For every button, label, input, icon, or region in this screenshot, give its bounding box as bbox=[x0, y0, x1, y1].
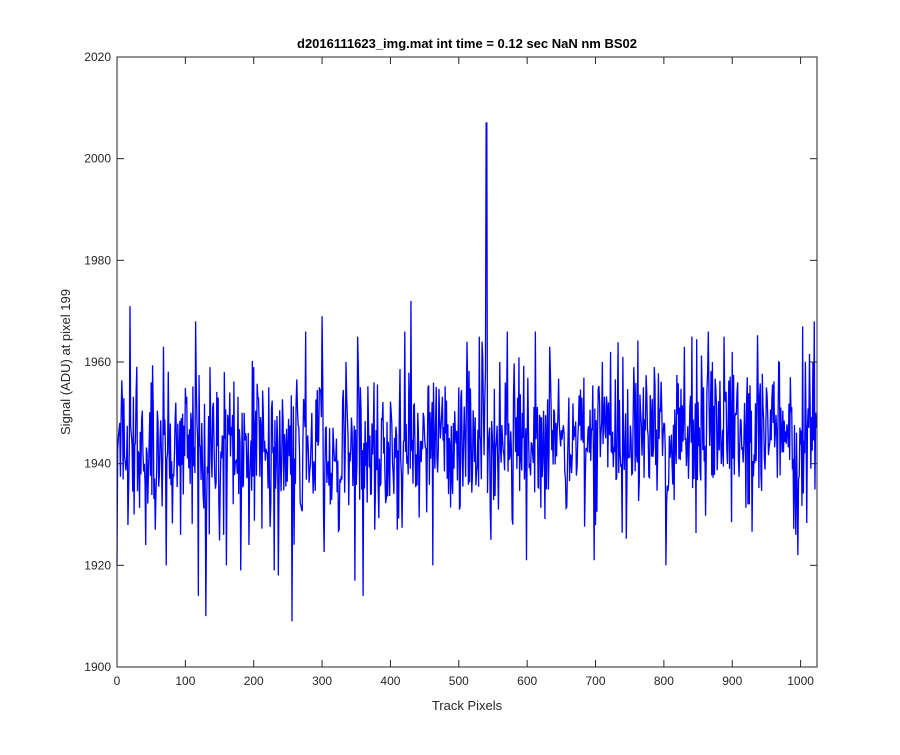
y-tick-label: 1960 bbox=[84, 355, 111, 369]
y-axis-label: Signal (ADU) at pixel 199 bbox=[58, 289, 73, 435]
x-tick-label: 300 bbox=[312, 674, 332, 688]
y-tick-label: 2000 bbox=[84, 152, 111, 166]
y-tick-label: 2020 bbox=[84, 50, 111, 64]
signal-series-line bbox=[116, 122, 817, 622]
x-axis-label: Track Pixels bbox=[432, 698, 503, 713]
x-tick-label: 200 bbox=[244, 674, 264, 688]
x-tick-label: 400 bbox=[380, 674, 400, 688]
x-tick-label: 700 bbox=[586, 674, 606, 688]
tick-layer: 0 100 200 300 400 500 600 700 800 900 1000 1900 1920… bbox=[84, 50, 817, 688]
chart-title: d2016111623_img.mat int time = 0.12 sec … bbox=[297, 36, 637, 51]
y-tick-label: 1980 bbox=[84, 253, 111, 267]
series-layer bbox=[116, 122, 817, 622]
x-tick-label: 1000 bbox=[787, 674, 814, 688]
x-tick-label: 100 bbox=[175, 674, 195, 688]
y-tick-label: 1940 bbox=[84, 457, 111, 471]
x-tick-label: 0 bbox=[114, 674, 121, 688]
x-tick-label: 600 bbox=[517, 674, 537, 688]
y-tick-label: 1900 bbox=[84, 660, 111, 674]
y-tick-label: 1920 bbox=[84, 558, 111, 572]
x-tick-label: 900 bbox=[722, 674, 742, 688]
x-tick-label: 800 bbox=[654, 674, 674, 688]
x-tick-label: 500 bbox=[449, 674, 469, 688]
